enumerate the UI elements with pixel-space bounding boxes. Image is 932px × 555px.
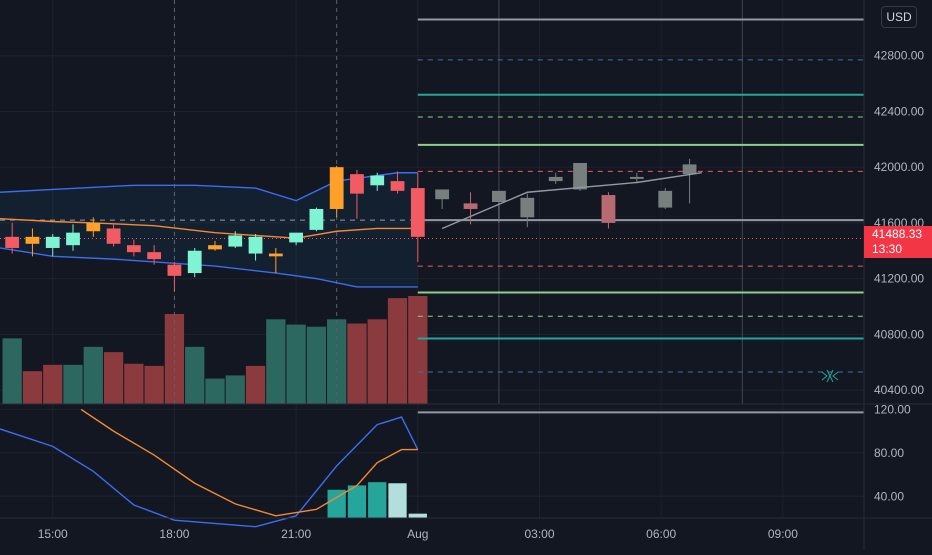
candle bbox=[370, 175, 385, 186]
volume-bar bbox=[306, 326, 327, 404]
oscillator-axis-tick-label: 80.00 bbox=[874, 446, 904, 460]
oscillator-histogram-bar bbox=[368, 482, 387, 518]
volume-bar bbox=[2, 338, 22, 404]
candle bbox=[126, 245, 141, 253]
candle bbox=[167, 264, 182, 276]
projected-candle bbox=[682, 164, 697, 175]
candle bbox=[289, 232, 304, 243]
candle bbox=[66, 232, 80, 246]
candle bbox=[187, 250, 202, 274]
time-axis-tick-label: 03:00 bbox=[524, 527, 554, 541]
volume-bar bbox=[367, 319, 387, 404]
candle bbox=[228, 235, 243, 247]
oscillator-axis-tick-label: 120.00 bbox=[874, 402, 911, 416]
last-price-label: 41488.33 13:30 bbox=[864, 226, 932, 258]
volume-bar bbox=[408, 296, 428, 404]
price-axis-tick-label: 42400.00 bbox=[874, 104, 924, 118]
volume-bar bbox=[266, 319, 286, 404]
price-axis-tick-label: 42000.00 bbox=[874, 160, 924, 174]
watermark-icon-glyph bbox=[821, 369, 839, 383]
volume-bar bbox=[22, 371, 43, 404]
candle bbox=[268, 253, 283, 257]
candle bbox=[350, 174, 364, 194]
bar-countdown: 13:30 bbox=[872, 242, 903, 256]
price-axis-tick-label: 42800.00 bbox=[874, 49, 924, 63]
oscillator-d-line bbox=[80, 408, 418, 517]
price-axis-tick-label: 40400.00 bbox=[874, 383, 924, 397]
candle bbox=[248, 236, 263, 254]
oscillator-k-line bbox=[0, 416, 419, 528]
candle bbox=[25, 236, 40, 244]
projected-candle bbox=[629, 176, 644, 179]
time-axis-tick-label: 06:00 bbox=[646, 527, 676, 541]
oscillator-histogram-bar bbox=[388, 483, 407, 518]
currency-selector[interactable]: USD bbox=[881, 6, 917, 28]
projected-candle bbox=[463, 203, 478, 209]
price-axis-tick-label: 40800.00 bbox=[874, 327, 924, 341]
projected-candle bbox=[573, 162, 587, 190]
volume-bar bbox=[124, 363, 144, 404]
projected-candle bbox=[601, 195, 616, 223]
candle bbox=[309, 208, 324, 230]
candle bbox=[147, 252, 162, 260]
candle bbox=[106, 228, 121, 244]
volume-bar bbox=[164, 314, 185, 404]
last-price-value: 41488.33 bbox=[872, 227, 923, 241]
candle bbox=[208, 245, 222, 250]
candle bbox=[390, 181, 405, 191]
volume-bar bbox=[83, 346, 103, 404]
volume-bar bbox=[43, 364, 63, 404]
time-axis-tick-label: 09:00 bbox=[768, 527, 798, 541]
volume-bar bbox=[225, 375, 245, 404]
time-axis-tick-label: 18:00 bbox=[159, 527, 189, 541]
price-axis-tick-label: 41200.00 bbox=[874, 272, 924, 286]
candle bbox=[86, 222, 101, 232]
volume-bar bbox=[205, 378, 225, 404]
projected-candle bbox=[658, 190, 673, 208]
bollinger-lower-line bbox=[0, 247, 418, 288]
projected-candle bbox=[520, 197, 535, 218]
oscillator-histogram-bar bbox=[408, 513, 427, 518]
candle bbox=[410, 188, 425, 237]
projected-candle bbox=[492, 190, 506, 202]
candle bbox=[329, 167, 344, 209]
oscillator-histogram-bar bbox=[327, 489, 346, 518]
candle bbox=[5, 236, 20, 248]
tradingview-compare-icon bbox=[821, 369, 839, 383]
oscillator-axis-tick-label: 40.00 bbox=[874, 489, 904, 503]
volume-bar bbox=[245, 365, 266, 404]
volume-bar bbox=[387, 298, 408, 404]
candle bbox=[45, 236, 60, 248]
volume-bar bbox=[63, 364, 83, 404]
volume-bar bbox=[144, 365, 164, 404]
time-axis-tick-label: 21:00 bbox=[281, 527, 311, 541]
volume-bar bbox=[347, 323, 367, 404]
volume-bar bbox=[103, 352, 124, 404]
oscillator-histogram-bar bbox=[347, 485, 367, 518]
time-axis-tick-label: Aug bbox=[407, 527, 428, 541]
projection-line bbox=[441, 172, 702, 230]
projected-candle bbox=[435, 189, 450, 200]
time-axis-tick-label: 15:00 bbox=[38, 527, 68, 541]
volume-bar bbox=[286, 324, 306, 404]
volume-bar bbox=[185, 346, 205, 404]
projected-candle bbox=[548, 176, 563, 182]
